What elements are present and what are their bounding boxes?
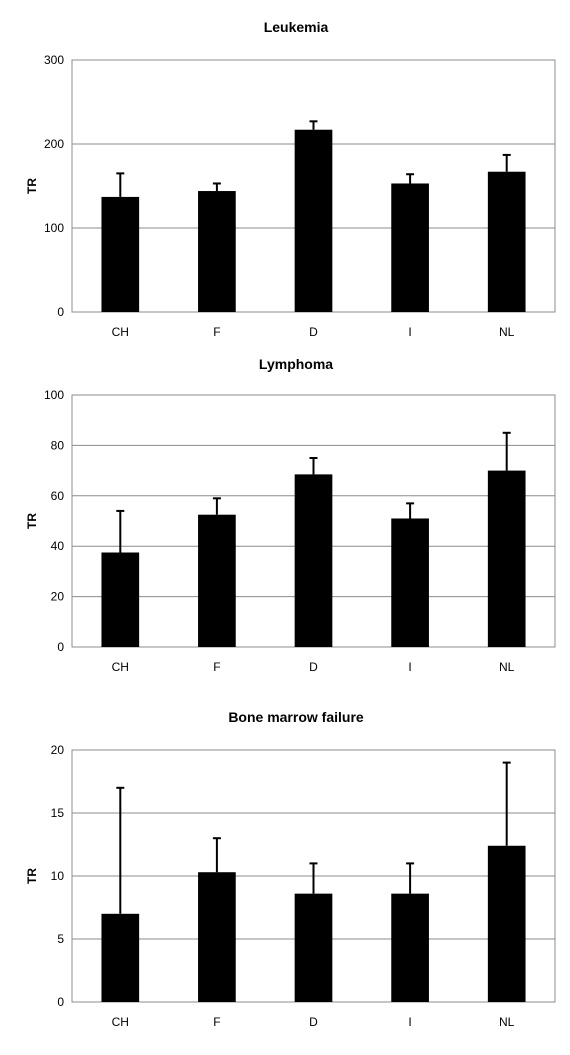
chart-panel-leukemia: Leukemia TR 0 100 200 300 CH F D I NL bbox=[0, 0, 570, 350]
bar-nl bbox=[487, 171, 526, 312]
leukemia-chart: Leukemia TR 0 100 200 300 CH F D I NL bbox=[25, 19, 556, 339]
bar-nl bbox=[487, 845, 526, 1002]
x-tick-label: F bbox=[213, 325, 220, 339]
lymphoma-chart: Lymphoma TR 0 20 40 60 80 100 CH F D I NL bbox=[25, 356, 556, 674]
x-tick-label: D bbox=[309, 660, 318, 674]
bar-i bbox=[391, 183, 429, 312]
y-axis-label: TR bbox=[25, 868, 39, 884]
bar-i bbox=[391, 893, 429, 1002]
x-tick-label: CH bbox=[112, 660, 129, 674]
x-tick-label: D bbox=[309, 325, 318, 339]
x-tick-label: D bbox=[309, 1015, 318, 1029]
chart-panel-bone-marrow-failure: Bone marrow failure TR 0 5 10 15 20 CH F D I NL bbox=[0, 680, 570, 1050]
y-tick-label: 100 bbox=[44, 388, 64, 402]
bar-f bbox=[198, 872, 236, 1002]
bone-marrow-failure-chart: Bone marrow failure TR 0 5 10 15 20 CH F D I NL bbox=[25, 709, 556, 1029]
y-tick-label: 10 bbox=[51, 869, 65, 883]
bar-d bbox=[294, 474, 333, 647]
bar-ch bbox=[101, 913, 140, 1002]
bar-nl bbox=[487, 470, 526, 647]
y-tick-label: 15 bbox=[51, 806, 65, 820]
bar-ch bbox=[101, 196, 140, 312]
bar-i bbox=[391, 518, 429, 647]
x-tick-label: CH bbox=[112, 325, 129, 339]
y-tick-label: 100 bbox=[44, 221, 64, 235]
bar-d bbox=[294, 129, 333, 312]
chart-panel-lymphoma: Lymphoma TR 0 20 40 60 80 100 CH F D I NL bbox=[0, 350, 570, 680]
bar-f bbox=[198, 514, 236, 647]
bar-d bbox=[294, 893, 333, 1002]
x-tick-label: F bbox=[213, 660, 220, 674]
x-tick-label: I bbox=[408, 660, 411, 674]
y-tick-label: 80 bbox=[51, 438, 65, 452]
y-tick-label: 5 bbox=[57, 932, 64, 946]
y-tick-label: 200 bbox=[44, 137, 64, 151]
bar-ch bbox=[101, 552, 140, 647]
y-tick-label: 60 bbox=[51, 489, 65, 503]
x-tick-label: CH bbox=[112, 1015, 129, 1029]
x-tick-label: F bbox=[213, 1015, 220, 1029]
chart-title: Bone marrow failure bbox=[228, 709, 364, 725]
y-tick-label: 20 bbox=[51, 743, 65, 757]
y-axis-label: TR bbox=[25, 178, 39, 194]
bar-f bbox=[198, 191, 236, 312]
x-tick-label: I bbox=[408, 1015, 411, 1029]
y-tick-label: 300 bbox=[44, 53, 64, 67]
y-axis-label: TR bbox=[25, 513, 39, 529]
y-tick-label: 0 bbox=[57, 305, 64, 319]
y-tick-label: 0 bbox=[57, 640, 64, 654]
x-tick-label: I bbox=[408, 325, 411, 339]
y-tick-label: 40 bbox=[51, 539, 65, 553]
y-tick-label: 0 bbox=[57, 995, 64, 1009]
x-tick-label: NL bbox=[499, 1015, 515, 1029]
chart-title: Leukemia bbox=[264, 19, 329, 35]
x-tick-label: NL bbox=[499, 660, 515, 674]
y-tick-label: 20 bbox=[51, 590, 65, 604]
chart-title: Lymphoma bbox=[259, 356, 333, 372]
x-tick-label: NL bbox=[499, 325, 515, 339]
